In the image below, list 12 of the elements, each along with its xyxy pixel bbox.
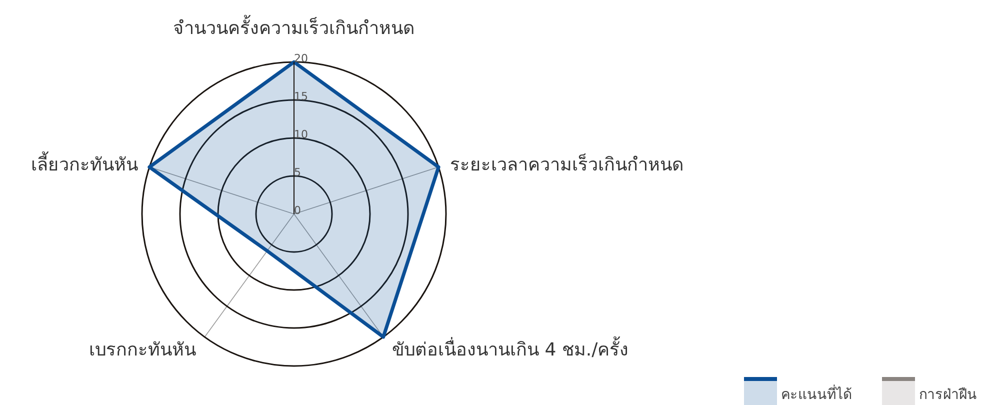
spoke-label: ขับต่อเนื่องนานเกิน 4 ชม./ครั้ง bbox=[392, 336, 629, 360]
spoke-label: เลี้ยวกะทันหัน bbox=[30, 152, 138, 176]
y-tick-label: 5 bbox=[294, 166, 301, 179]
y-tick-label: 0 bbox=[294, 204, 301, 217]
spoke-label: ระยะเวลาความเร็วเกินกำหนด bbox=[450, 152, 684, 176]
legend-label: การฝ่าฝืน bbox=[919, 386, 977, 405]
y-tick-label: 10 bbox=[294, 128, 308, 141]
spoke-label: จำนวนครั้งความเร็วเกินกำหนด bbox=[173, 15, 415, 39]
spoke-label: เบรกกะทันหัน bbox=[88, 339, 196, 360]
y-tick-label: 20 bbox=[294, 52, 308, 65]
y-tick-label: 15 bbox=[294, 90, 308, 103]
legend-label: คะแนนที่ได้ bbox=[781, 384, 852, 405]
